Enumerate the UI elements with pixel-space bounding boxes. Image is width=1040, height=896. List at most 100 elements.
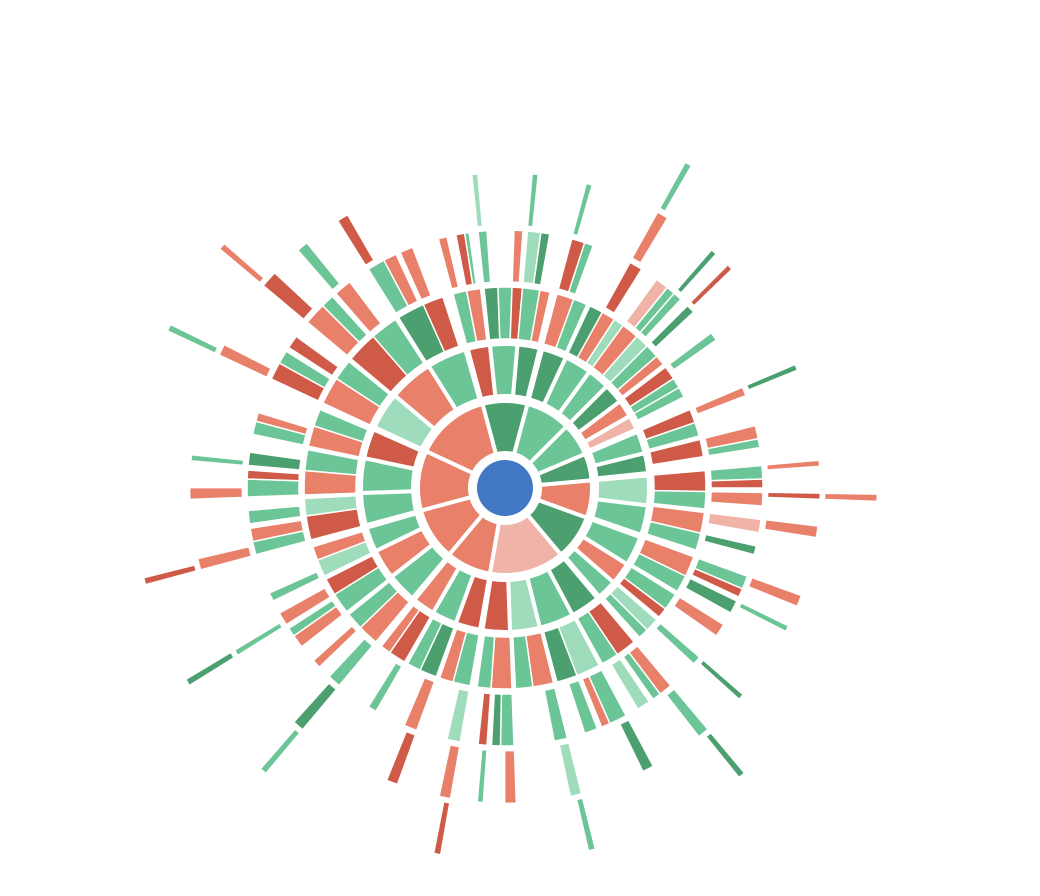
- segment: [246, 469, 301, 482]
- segment: [406, 617, 443, 671]
- segment: [234, 623, 283, 656]
- segment: [185, 652, 235, 686]
- segment: [328, 637, 374, 687]
- segment: [335, 360, 390, 408]
- segment: [746, 364, 798, 390]
- segment: [321, 295, 368, 344]
- segment: [610, 658, 651, 710]
- segment: [287, 335, 340, 377]
- segment: [477, 749, 488, 803]
- segment: [707, 512, 762, 534]
- segment: [542, 626, 578, 683]
- segment: [581, 675, 611, 728]
- segment: [190, 454, 244, 466]
- segment: [567, 241, 594, 296]
- segment: [654, 622, 701, 665]
- segment: [559, 742, 582, 797]
- segment: [649, 304, 695, 349]
- segment: [543, 687, 569, 743]
- segment: [260, 729, 300, 774]
- segment: [604, 261, 643, 315]
- segment: [143, 565, 197, 585]
- segment: [255, 411, 309, 436]
- segment: [652, 489, 707, 510]
- segment: [659, 162, 692, 212]
- segment: [703, 533, 758, 556]
- segment: [312, 625, 358, 668]
- segment: [247, 451, 302, 471]
- segment: [618, 576, 667, 618]
- segment: [312, 530, 367, 561]
- segment: [278, 350, 332, 389]
- segment: [767, 492, 821, 500]
- segment: [648, 438, 705, 466]
- segment: [700, 660, 744, 700]
- segment: [287, 599, 338, 637]
- segment: [246, 478, 300, 498]
- segment: [616, 355, 665, 398]
- segment: [504, 750, 517, 804]
- segment: [304, 448, 360, 476]
- segment: [399, 246, 432, 301]
- segment: [632, 212, 668, 263]
- segment: [476, 634, 496, 690]
- segment: [446, 687, 470, 743]
- segment: [576, 798, 596, 851]
- segment: [666, 689, 708, 737]
- segment: [197, 546, 252, 570]
- segment: [477, 692, 492, 747]
- segment: [499, 693, 515, 747]
- segment: [530, 289, 551, 344]
- segment: [334, 281, 382, 334]
- segment: [668, 331, 718, 371]
- segment: [555, 298, 588, 353]
- segment: [303, 495, 359, 517]
- segment: [639, 292, 682, 339]
- segment: [263, 272, 314, 320]
- segment: [706, 438, 761, 457]
- segment: [325, 554, 380, 596]
- segment: [490, 692, 503, 747]
- segment: [278, 587, 332, 626]
- segment: [372, 318, 425, 377]
- segment: [764, 519, 819, 538]
- center: [477, 460, 533, 516]
- segment: [709, 490, 764, 507]
- segment: [293, 683, 337, 730]
- segment: [424, 401, 498, 476]
- segment: [738, 602, 789, 632]
- segment: [219, 243, 264, 283]
- segment: [439, 744, 460, 799]
- segment: [386, 731, 416, 785]
- segment: [463, 231, 478, 286]
- segment: [527, 173, 539, 227]
- segment: [567, 679, 599, 735]
- segment: [710, 478, 764, 489]
- segment: [705, 732, 745, 778]
- segment: [693, 386, 747, 415]
- segment: [576, 610, 619, 665]
- segment: [471, 173, 483, 227]
- segment: [766, 460, 820, 471]
- segment: [824, 493, 878, 502]
- segment: [438, 628, 468, 683]
- segment: [645, 421, 700, 451]
- segment: [465, 287, 488, 343]
- segment: [249, 519, 305, 543]
- segment: [645, 520, 702, 551]
- segment: [348, 581, 399, 629]
- segment: [437, 235, 460, 290]
- segment: [367, 661, 403, 713]
- segment: [268, 571, 321, 602]
- segment: [532, 231, 551, 286]
- segment: [383, 253, 419, 307]
- segment: [748, 577, 802, 607]
- segment: [684, 577, 738, 614]
- segment: [380, 604, 421, 654]
- segment: [690, 567, 744, 598]
- segment: [633, 386, 685, 422]
- segment: [167, 324, 218, 354]
- segment: [219, 344, 272, 378]
- segment: [433, 801, 450, 855]
